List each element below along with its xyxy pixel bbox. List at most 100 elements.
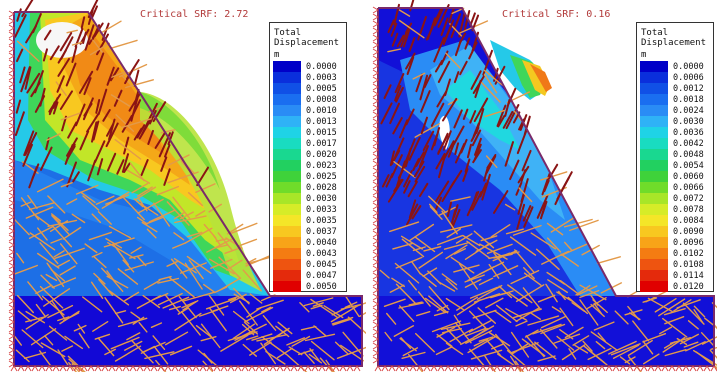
restraint-marker [556, 365, 564, 372]
joint-segment [28, 166, 38, 189]
restraint-marker [528, 365, 536, 372]
legend-color-swatch [273, 171, 301, 182]
joint-segment [624, 356, 636, 364]
joint-segment [473, 338, 489, 347]
joint-segment [172, 196, 191, 220]
joint-segment [540, 315, 567, 329]
restraint-marker [372, 69, 379, 77]
restraint-marker [17, 365, 25, 372]
joint-segment [642, 297, 658, 303]
joint-segment [78, 332, 90, 349]
left-boundary-restraints [8, 10, 361, 372]
joint-segment [137, 256, 147, 267]
restraint-marker [372, 139, 379, 147]
joint-segment [434, 180, 450, 203]
restraint-marker [372, 90, 379, 98]
restraint-marker [458, 365, 466, 372]
right-legend-title-line2: Displacement [641, 38, 707, 48]
legend-value-label: 0.0047 [306, 270, 337, 281]
legend-row: 0.0013 [273, 116, 337, 127]
joint-segment [28, 202, 55, 211]
joint-segment [71, 213, 86, 224]
joint-segment [473, 230, 495, 249]
legend-color-swatch [640, 182, 668, 193]
legend-color-swatch [273, 248, 301, 259]
joint-segment [608, 340, 637, 355]
restraint-marker [8, 94, 15, 102]
legend-color-swatch [273, 204, 301, 215]
joint-segment [202, 283, 216, 294]
joint-segment [445, 52, 461, 69]
joint-segment [587, 347, 612, 361]
joint-segment [125, 168, 151, 184]
joint-segment [105, 237, 123, 249]
legend-color-swatch [640, 171, 668, 182]
joint-segment [65, 62, 77, 87]
joint-segment [428, 286, 450, 311]
restraint-marker [577, 365, 585, 372]
joint-segment [506, 349, 528, 368]
joint-segment [229, 222, 258, 235]
joint-segment [530, 312, 542, 320]
joint-segment [483, 354, 497, 372]
joint-segment [537, 294, 556, 303]
joint-segment [46, 133, 61, 141]
joint-segment [334, 341, 349, 355]
restraint-marker [372, 153, 379, 161]
joint-segment [582, 340, 593, 352]
restraint-marker [8, 108, 15, 116]
legend-color-swatch [273, 149, 301, 160]
joint-segment [28, 226, 54, 240]
joint-segment [22, 143, 33, 167]
joint-segment [244, 321, 258, 335]
joint-segment [208, 203, 223, 213]
joint-segment [213, 286, 228, 294]
joint-segment [25, 310, 46, 324]
restraint-marker [535, 365, 543, 372]
legend-color-swatch [640, 149, 668, 160]
joint-segment [383, 298, 406, 307]
joint-segment [39, 87, 46, 107]
joint-segment [102, 109, 111, 122]
legend-value-label: 0.0037 [306, 226, 337, 237]
restraint-marker [31, 365, 39, 372]
joint-segment [51, 277, 77, 289]
joint-segment [249, 341, 272, 356]
joint-segment [469, 110, 477, 124]
right-model-panel: Critical SRF: 0.16 Total Displacement m … [370, 0, 717, 372]
joint-segment [96, 52, 105, 71]
joint-segment [614, 310, 629, 325]
joint-segment [133, 89, 140, 105]
legend-color-swatch [273, 83, 301, 94]
joint-segment [130, 311, 141, 320]
joint-segment [66, 137, 78, 157]
restraint-marker [372, 251, 379, 259]
joint-segment [477, 307, 497, 324]
joint-segment [427, 270, 442, 285]
joint-segment [468, 319, 492, 333]
joint-segment [184, 227, 213, 244]
restraint-marker [682, 365, 690, 372]
joint-segment [188, 259, 204, 280]
joint-segment [96, 158, 104, 176]
restraint-marker [248, 365, 256, 372]
joint-segment [458, 32, 467, 45]
joint-segment [310, 340, 335, 361]
restraint-marker [549, 365, 557, 372]
joint-segment [464, 37, 471, 50]
restraint-marker [262, 365, 270, 372]
joint-segment [478, 336, 494, 342]
joint-segment [574, 344, 589, 354]
joint-segment [106, 152, 117, 172]
joint-segment [416, 311, 431, 317]
joint-segment [342, 331, 364, 357]
restraint-marker [8, 185, 15, 193]
joint-segment [299, 302, 310, 313]
joint-segment [157, 292, 183, 306]
joint-segment [29, 232, 56, 251]
joint-segment [563, 218, 593, 228]
joint-segment [422, 130, 435, 152]
joint-segment [157, 277, 180, 284]
joint-segment [140, 159, 149, 177]
left-legend-unit: m [274, 50, 280, 60]
